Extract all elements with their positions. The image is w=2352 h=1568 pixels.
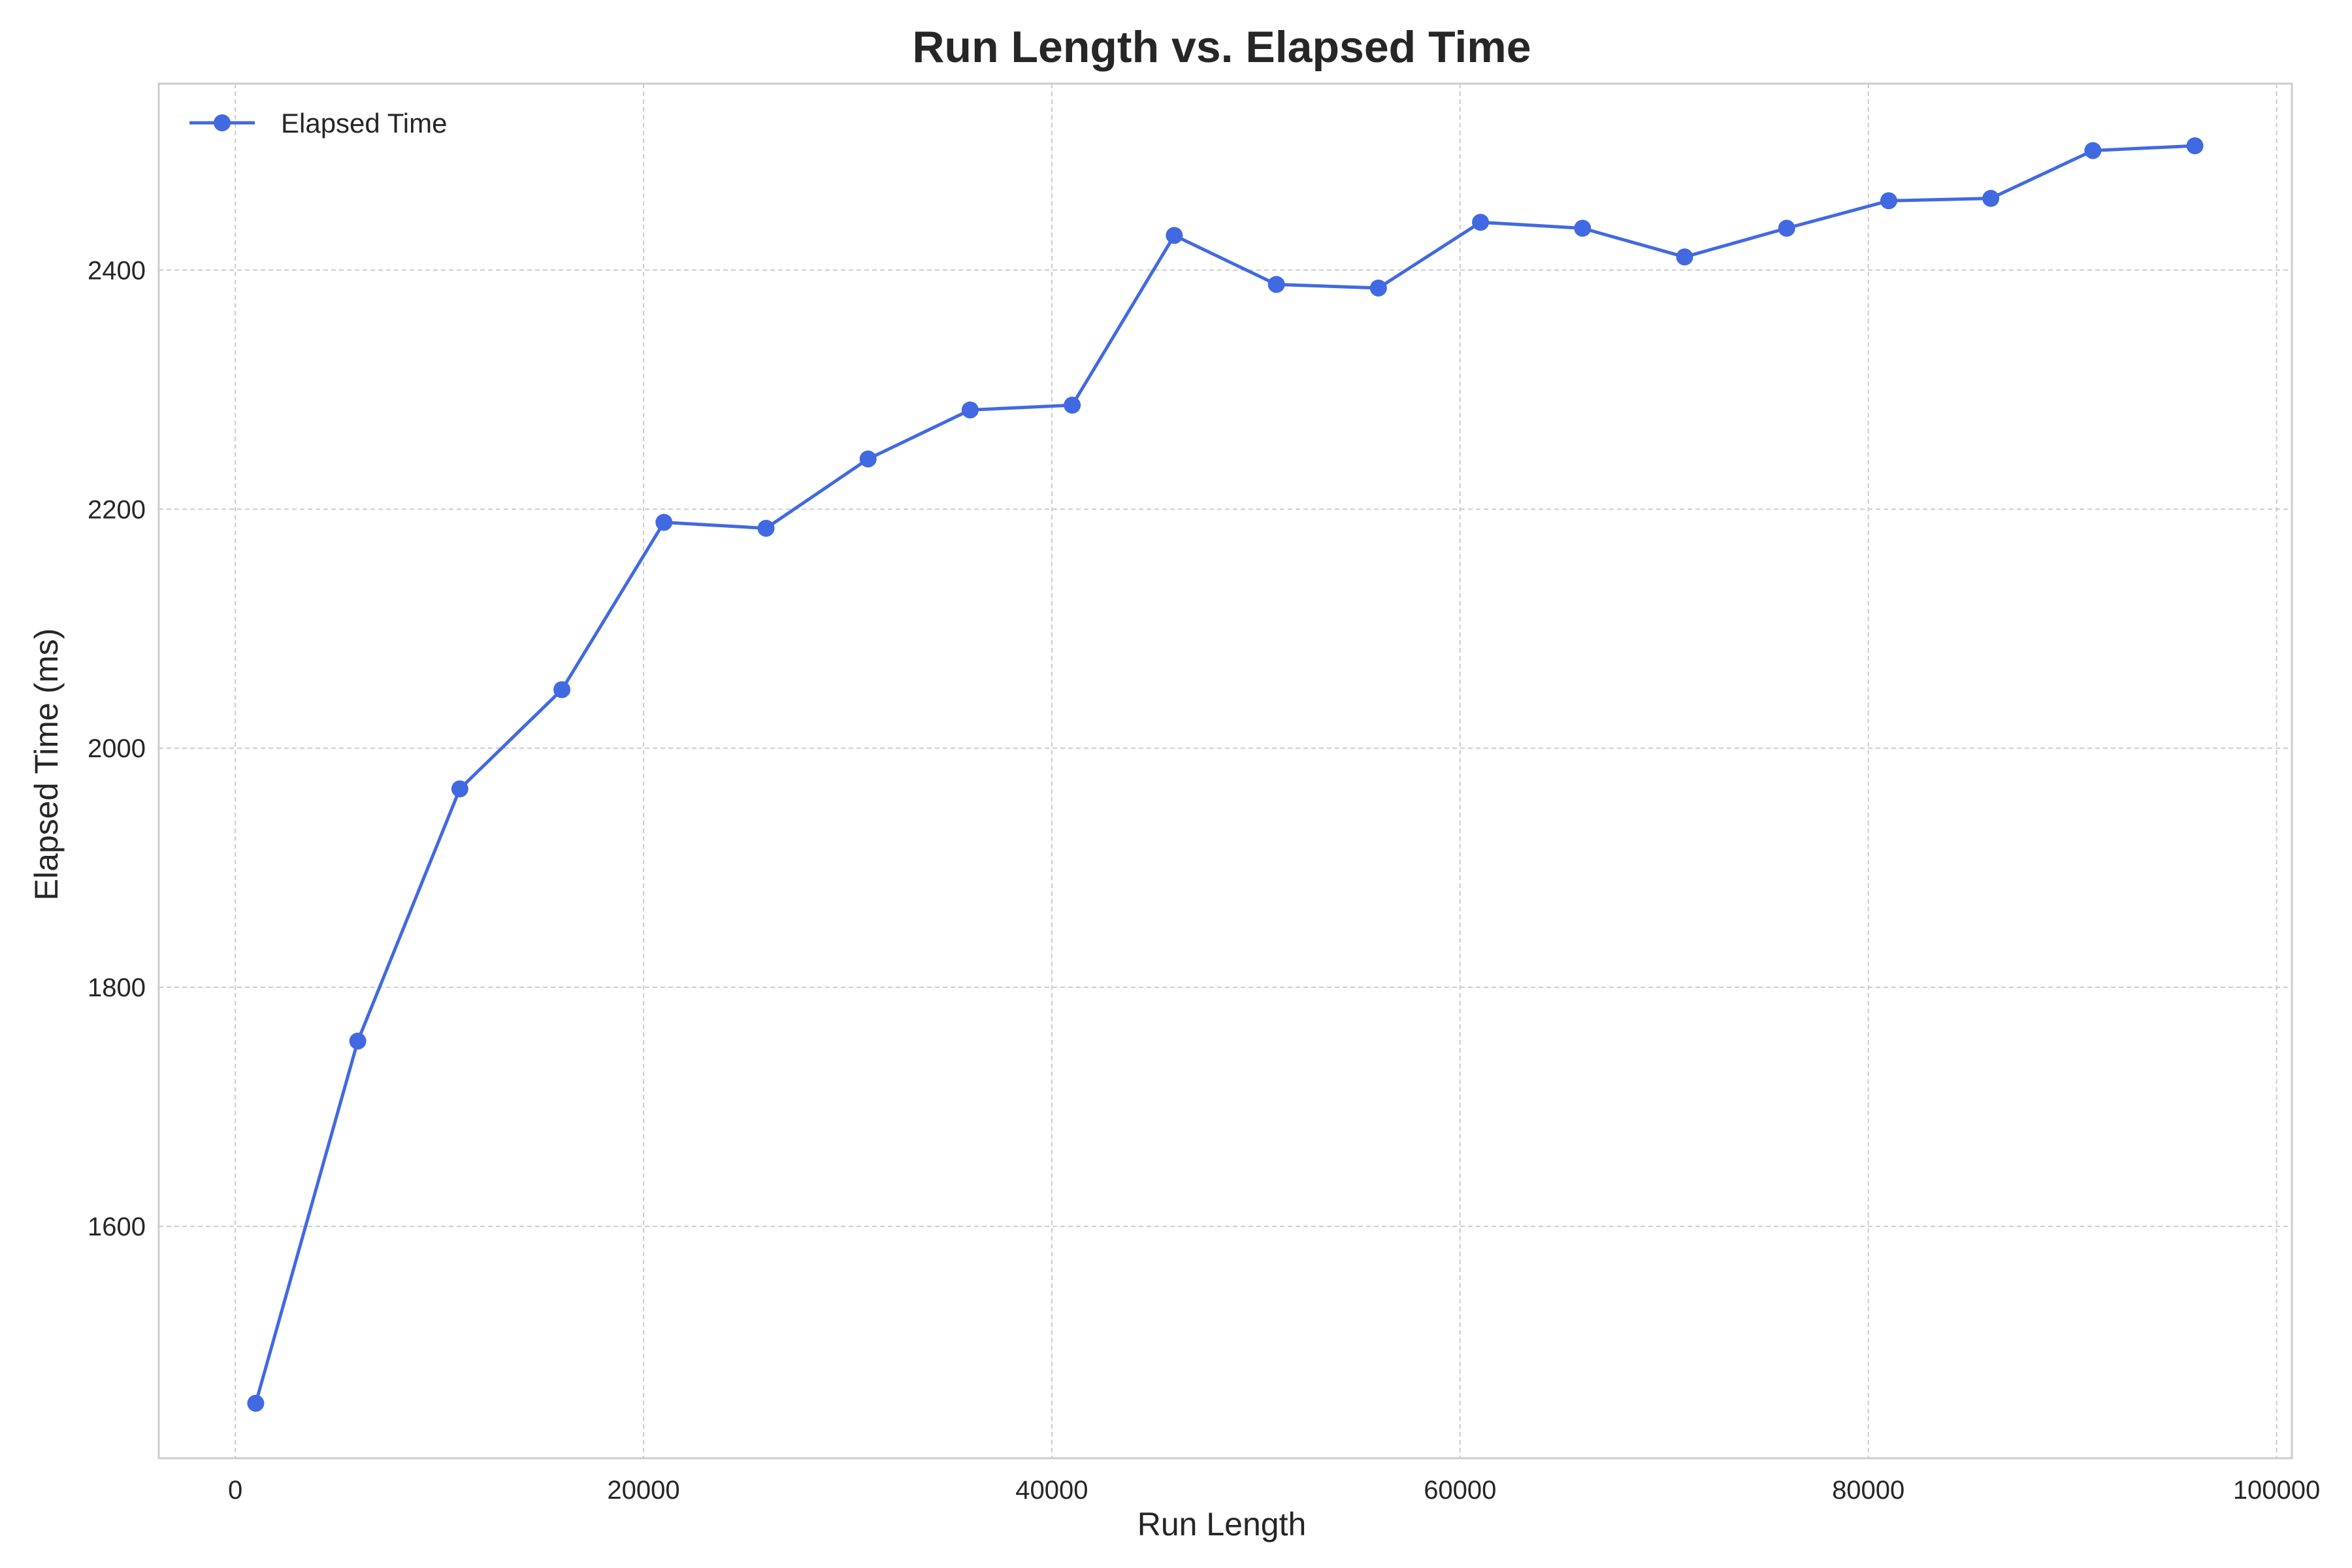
y-tick-label: 1600 <box>88 1213 146 1241</box>
data-point <box>1676 248 1693 266</box>
x-tick-label: 80000 <box>1832 1476 1904 1505</box>
x-tick-label: 0 <box>228 1476 242 1505</box>
grid-lines <box>159 84 2292 1458</box>
legend: Elapsed Time <box>189 108 447 139</box>
data-point <box>1778 220 1795 237</box>
data-point <box>349 1032 367 1050</box>
data-point <box>451 780 468 798</box>
y-tick-label: 2400 <box>88 256 146 285</box>
data-point <box>2186 137 2204 155</box>
data-point <box>1166 227 1183 244</box>
data-point <box>757 519 775 537</box>
chart-title: Run Length vs. Elapsed Time <box>912 22 1531 72</box>
x-tick-label: 40000 <box>1015 1476 1088 1505</box>
data-point <box>1267 276 1285 293</box>
data-point <box>655 514 673 531</box>
x-tick-label: 60000 <box>1424 1476 1496 1505</box>
series-line <box>254 144 2195 1404</box>
data-point <box>2084 142 2102 159</box>
series-elapsed-time <box>247 137 2204 1412</box>
legend-point-marker <box>214 114 231 131</box>
tick-labels: 0 20000 40000 60000 80000 100000 1600 1800 2000 2… <box>88 256 2320 1505</box>
data-point <box>961 401 979 419</box>
data-point <box>247 1394 265 1412</box>
y-tick-label: 1800 <box>88 973 146 1002</box>
y-tick-label: 2000 <box>88 734 146 763</box>
legend-entry-elapsed-time: Elapsed Time <box>281 108 447 139</box>
data-point <box>1369 279 1387 297</box>
data-point <box>553 681 571 698</box>
plot-frame <box>157 82 2293 1460</box>
y-tick-label: 2200 <box>88 495 146 524</box>
x-axis-label: Run Length <box>1137 1506 1307 1543</box>
data-point <box>1574 220 1592 237</box>
x-tick-label: 100000 <box>2233 1476 2320 1505</box>
y-axis-label: Elapsed Time (ms) <box>28 629 65 901</box>
data-point <box>1472 214 1490 231</box>
data-point <box>1064 397 1081 414</box>
data-point <box>1880 192 1897 210</box>
data-point <box>859 450 877 468</box>
x-tick-label: 20000 <box>607 1476 679 1505</box>
data-point <box>1982 189 2000 207</box>
